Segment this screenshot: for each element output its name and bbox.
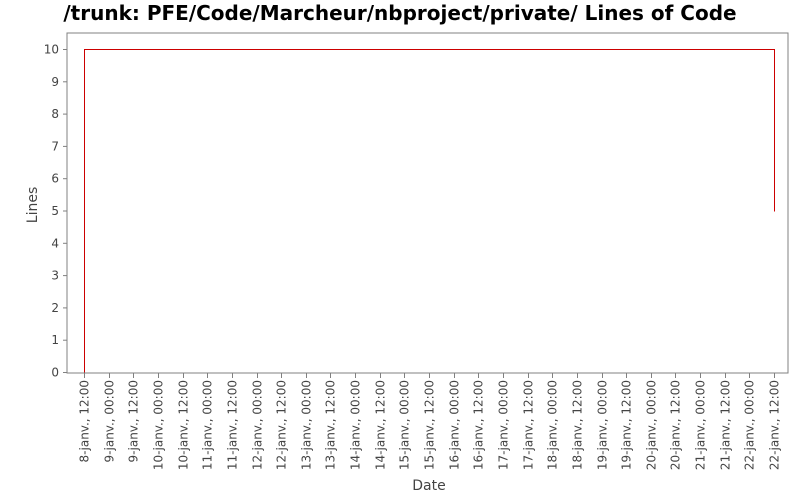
x-tick-label: 14-janv., 12:00 — [374, 380, 388, 470]
x-tick-label: 9-janv., 12:00 — [127, 380, 141, 462]
y-tick-label: 1 — [51, 333, 59, 347]
x-tick-label: 20-janv., 00:00 — [645, 380, 659, 470]
x-tick-label: 22-janv., 00:00 — [743, 380, 757, 470]
x-tick-label: 17-janv., 12:00 — [522, 380, 536, 470]
x-tick-label: 19-janv., 12:00 — [620, 380, 634, 470]
x-tick-label: 17-janv., 00:00 — [497, 380, 511, 470]
series-line — [84, 49, 775, 373]
chart-title: /trunk: PFE/Code/Marcheur/nbproject/priv… — [63, 1, 736, 25]
x-tick-label: 12-janv., 00:00 — [251, 380, 265, 470]
plot-frame — [66, 32, 789, 374]
x-tick-label: 10-janv., 12:00 — [177, 380, 191, 470]
x-tick-label: 11-janv., 00:00 — [201, 380, 215, 470]
y-tick-label: 8 — [51, 107, 59, 121]
x-tick-label: 20-janv., 12:00 — [669, 380, 683, 470]
x-tick-label: 15-janv., 12:00 — [423, 380, 437, 470]
plot-area: 0 1 2 3 4 5 6 7 8 9 10 8-janv., 12:00 9-janv., 00:00… — [44, 32, 789, 470]
x-tick-label: 13-janv., 00:00 — [300, 380, 314, 470]
x-tick-label: 12-janv., 12:00 — [275, 380, 289, 470]
y-tick-label: 4 — [51, 236, 59, 250]
x-tick-label: 16-janv., 12:00 — [472, 380, 486, 470]
x-tick-label: 22-janv., 12:00 — [768, 380, 782, 470]
x-tick-label: 19-janv., 00:00 — [596, 380, 610, 470]
y-axis-label: Lines — [25, 187, 41, 223]
x-tick-label: 11-janv., 12:00 — [226, 380, 240, 470]
x-tick-label: 8-janv., 12:00 — [78, 380, 92, 462]
x-tick-label: 21-janv., 00:00 — [694, 380, 708, 470]
y-tick-label: 7 — [51, 139, 59, 153]
x-tick-label: 13-janv., 12:00 — [324, 380, 338, 470]
y-tick-label: 2 — [51, 301, 59, 315]
x-tick-label: 16-janv., 00:00 — [448, 380, 462, 470]
x-axis-label: Date — [412, 478, 445, 494]
y-tick-label: 9 — [51, 75, 59, 89]
y-tick-label: 5 — [51, 204, 59, 218]
x-tick-label: 10-janv., 00:00 — [152, 380, 166, 470]
y-tick-label: 6 — [51, 172, 59, 186]
x-tick-label: 15-janv., 00:00 — [398, 380, 412, 470]
x-tick-label: 9-janv., 00:00 — [103, 380, 117, 462]
y-tick-label: 10 — [44, 43, 59, 57]
y-tick-label: 3 — [51, 269, 59, 283]
x-tick-label: 21-janv., 12:00 — [719, 380, 733, 470]
y-tick-label: 0 — [51, 366, 59, 380]
x-tick-label: 18-janv., 12:00 — [571, 380, 585, 470]
x-tick-label: 14-janv., 00:00 — [349, 380, 363, 470]
x-tick-label: 18-janv., 00:00 — [546, 380, 560, 470]
